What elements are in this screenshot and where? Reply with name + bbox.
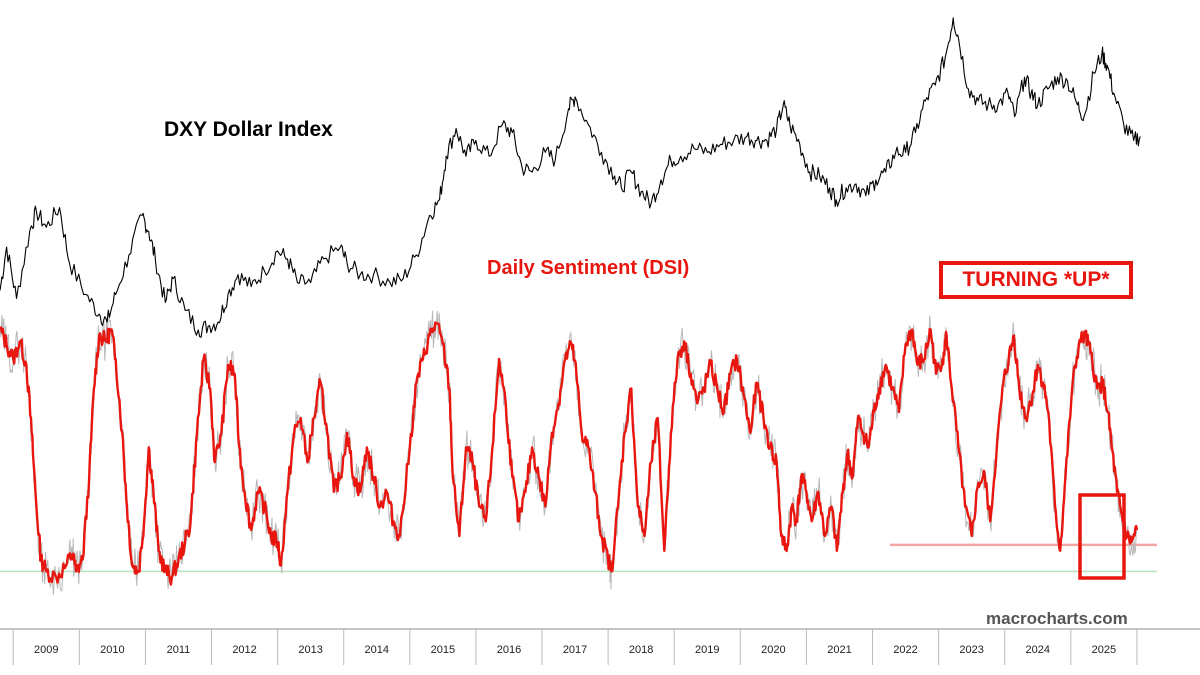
dxy-series-label: DXY Dollar Index bbox=[164, 118, 333, 141]
x-tick-label: 2016 bbox=[497, 644, 521, 656]
turning-up-callout: TURNING *UP* bbox=[939, 261, 1133, 299]
x-tick-label: 2015 bbox=[431, 644, 455, 656]
x-tick-label: 2017 bbox=[563, 644, 587, 656]
x-axis-ticks: 2009 2010 2011 2012 2013 2014 2015 2016 2017 2018… bbox=[12, 629, 1138, 665]
watermark: macrocharts.com bbox=[986, 609, 1128, 628]
x-tick-label: 2020 bbox=[761, 644, 785, 656]
x-tick-label: 2009 bbox=[34, 644, 58, 656]
x-tick-label: 2024 bbox=[1026, 644, 1050, 656]
x-tick-label: 2011 bbox=[167, 644, 191, 656]
reference-lines bbox=[0, 543, 1157, 573]
x-tick-label: 2022 bbox=[893, 644, 917, 656]
x-tick-label: 2021 bbox=[827, 644, 851, 656]
x-tick-label: 2013 bbox=[298, 644, 322, 656]
x-tick-label: 2018 bbox=[629, 644, 653, 656]
x-tick-label: 2014 bbox=[365, 644, 389, 656]
dsi-series-label: Daily Sentiment (DSI) bbox=[487, 257, 690, 279]
highlight-box bbox=[1078, 493, 1126, 580]
x-tick-label: 2012 bbox=[232, 644, 256, 656]
x-tick-label: 2010 bbox=[100, 644, 124, 656]
x-tick-label: 2025 bbox=[1092, 644, 1116, 656]
dsi-series-line bbox=[0, 321, 1139, 586]
x-tick-label: 2019 bbox=[695, 644, 719, 656]
x-tick-label: 2023 bbox=[959, 644, 983, 656]
dxy-series-line bbox=[0, 17, 1141, 338]
